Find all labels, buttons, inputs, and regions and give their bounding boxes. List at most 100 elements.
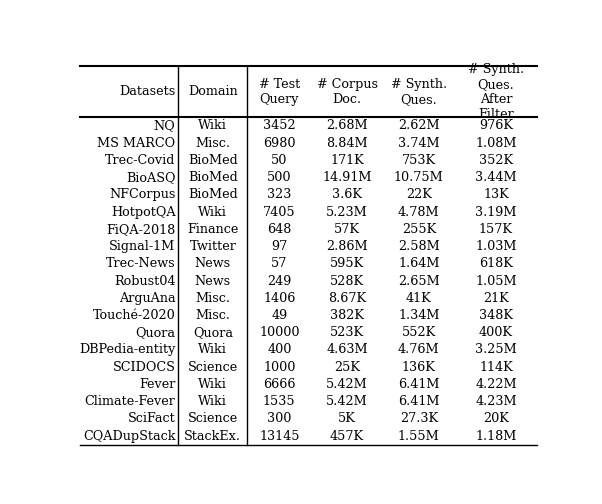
Text: HotpotQA: HotpotQA bbox=[111, 206, 175, 219]
Text: Quora: Quora bbox=[193, 326, 233, 339]
Text: Touché-2020: Touché-2020 bbox=[93, 309, 175, 322]
Text: 300: 300 bbox=[267, 412, 291, 425]
Text: 500: 500 bbox=[267, 171, 291, 184]
Text: Wiki: Wiki bbox=[199, 395, 228, 408]
Text: 57: 57 bbox=[271, 258, 288, 270]
Text: 10.75M: 10.75M bbox=[394, 171, 444, 184]
Text: 1.03M: 1.03M bbox=[475, 240, 517, 253]
Text: 14.91M: 14.91M bbox=[322, 171, 372, 184]
Text: Wiki: Wiki bbox=[199, 206, 228, 219]
Text: 8.67K: 8.67K bbox=[328, 292, 366, 305]
Text: # Corpus
Doc.: # Corpus Doc. bbox=[317, 78, 377, 106]
Text: 4.76M: 4.76M bbox=[398, 343, 439, 356]
Text: BioMed: BioMed bbox=[188, 188, 238, 202]
Text: 595K: 595K bbox=[330, 258, 364, 270]
Text: MS MARCO: MS MARCO bbox=[98, 137, 175, 150]
Text: 400K: 400K bbox=[479, 326, 513, 339]
Text: ArguAna: ArguAna bbox=[119, 292, 175, 305]
Text: 4.78M: 4.78M bbox=[398, 206, 439, 219]
Text: News: News bbox=[195, 275, 231, 287]
Text: 648: 648 bbox=[267, 223, 291, 236]
Text: 3.6K: 3.6K bbox=[332, 188, 362, 202]
Text: 3.44M: 3.44M bbox=[475, 171, 517, 184]
Text: Misc.: Misc. bbox=[195, 309, 231, 322]
Text: Robust04: Robust04 bbox=[114, 275, 175, 287]
Text: CQADupStack: CQADupStack bbox=[83, 429, 175, 443]
Text: 255K: 255K bbox=[402, 223, 436, 236]
Text: NFCorpus: NFCorpus bbox=[109, 188, 175, 202]
Text: 1.64M: 1.64M bbox=[398, 258, 439, 270]
Text: 57K: 57K bbox=[334, 223, 360, 236]
Text: Science: Science bbox=[188, 412, 238, 425]
Text: DBPedia-entity: DBPedia-entity bbox=[79, 343, 175, 356]
Text: 618K: 618K bbox=[479, 258, 513, 270]
Text: Finance: Finance bbox=[187, 223, 238, 236]
Text: 1.55M: 1.55M bbox=[398, 429, 439, 443]
Text: 5.42M: 5.42M bbox=[326, 395, 368, 408]
Text: 22K: 22K bbox=[406, 188, 432, 202]
Text: Domain: Domain bbox=[188, 85, 238, 98]
Text: 13K: 13K bbox=[483, 188, 509, 202]
Text: 1535: 1535 bbox=[263, 395, 296, 408]
Text: 21K: 21K bbox=[483, 292, 509, 305]
Text: Quora: Quora bbox=[135, 326, 175, 339]
Text: 352K: 352K bbox=[479, 154, 513, 167]
Text: 528K: 528K bbox=[330, 275, 364, 287]
Text: 27.3K: 27.3K bbox=[400, 412, 438, 425]
Text: Trec-News: Trec-News bbox=[106, 258, 175, 270]
Text: 523K: 523K bbox=[330, 326, 364, 339]
Text: 348K: 348K bbox=[479, 309, 513, 322]
Text: Wiki: Wiki bbox=[199, 378, 228, 391]
Text: 457K: 457K bbox=[330, 429, 364, 443]
Text: 2.86M: 2.86M bbox=[326, 240, 368, 253]
Text: 3.74M: 3.74M bbox=[398, 137, 439, 150]
Text: 1000: 1000 bbox=[263, 361, 296, 373]
Text: 136K: 136K bbox=[402, 361, 436, 373]
Text: 3.25M: 3.25M bbox=[475, 343, 517, 356]
Text: 382K: 382K bbox=[330, 309, 364, 322]
Text: FiQA-2018: FiQA-2018 bbox=[106, 223, 175, 236]
Text: 6980: 6980 bbox=[263, 137, 296, 150]
Text: 5K: 5K bbox=[338, 412, 356, 425]
Text: 5.42M: 5.42M bbox=[326, 378, 368, 391]
Text: 2.68M: 2.68M bbox=[326, 119, 368, 133]
Text: 2.65M: 2.65M bbox=[398, 275, 439, 287]
Text: Wiki: Wiki bbox=[199, 119, 228, 133]
Text: # Synth.
Ques.: # Synth. Ques. bbox=[391, 78, 447, 106]
Text: Wiki: Wiki bbox=[199, 343, 228, 356]
Text: 4.63M: 4.63M bbox=[326, 343, 368, 356]
Text: 323: 323 bbox=[267, 188, 291, 202]
Text: NQ: NQ bbox=[154, 119, 175, 133]
Text: Climate-Fever: Climate-Fever bbox=[85, 395, 175, 408]
Text: Datasets: Datasets bbox=[119, 85, 175, 98]
Text: 6.41M: 6.41M bbox=[398, 395, 439, 408]
Text: 41K: 41K bbox=[406, 292, 432, 305]
Text: 4.23M: 4.23M bbox=[475, 395, 517, 408]
Text: BioASQ: BioASQ bbox=[126, 171, 175, 184]
Text: 50: 50 bbox=[271, 154, 288, 167]
Text: 49: 49 bbox=[271, 309, 287, 322]
Text: 6666: 6666 bbox=[263, 378, 296, 391]
Text: Misc.: Misc. bbox=[195, 137, 231, 150]
Text: 5.23M: 5.23M bbox=[326, 206, 368, 219]
Text: Trec-Covid: Trec-Covid bbox=[105, 154, 175, 167]
Text: 10000: 10000 bbox=[259, 326, 300, 339]
Text: 3.19M: 3.19M bbox=[475, 206, 517, 219]
Text: 20K: 20K bbox=[483, 412, 509, 425]
Text: News: News bbox=[195, 258, 231, 270]
Text: 4.22M: 4.22M bbox=[475, 378, 517, 391]
Text: 753K: 753K bbox=[402, 154, 436, 167]
Text: 1.18M: 1.18M bbox=[475, 429, 517, 443]
Text: 114K: 114K bbox=[479, 361, 513, 373]
Text: Twitter: Twitter bbox=[190, 240, 236, 253]
Text: BioMed: BioMed bbox=[188, 171, 238, 184]
Text: 171K: 171K bbox=[330, 154, 364, 167]
Text: # Test
Query: # Test Query bbox=[259, 78, 300, 106]
Text: Misc.: Misc. bbox=[195, 292, 231, 305]
Text: 1406: 1406 bbox=[263, 292, 296, 305]
Text: 1.08M: 1.08M bbox=[475, 137, 517, 150]
Text: 13145: 13145 bbox=[259, 429, 300, 443]
Text: 6.41M: 6.41M bbox=[398, 378, 439, 391]
Text: Signal-1M: Signal-1M bbox=[109, 240, 175, 253]
Text: 25K: 25K bbox=[334, 361, 360, 373]
